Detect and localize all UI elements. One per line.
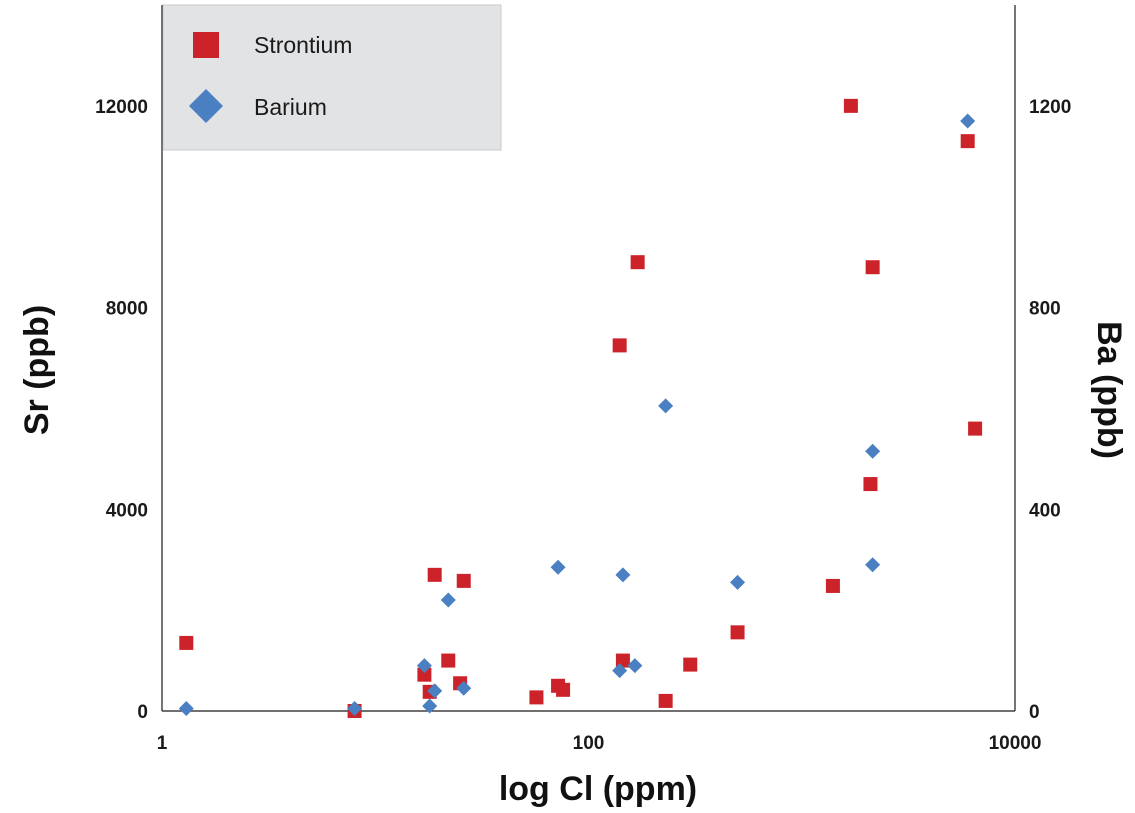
strontium-point xyxy=(179,635,194,650)
barium-point xyxy=(422,698,438,714)
strontium-point xyxy=(683,657,698,672)
barium-point xyxy=(658,398,674,414)
y2-tick-label: 800 xyxy=(1029,299,1061,320)
barium-point xyxy=(865,443,881,459)
barium-point xyxy=(456,680,472,696)
strontium-point xyxy=(417,667,432,682)
strontium-point xyxy=(843,98,858,113)
strontium-point xyxy=(529,690,544,705)
x-tick-label: 100 xyxy=(573,733,605,754)
strontium-point xyxy=(630,255,645,270)
data-points xyxy=(178,98,983,718)
strontium-point xyxy=(556,682,571,697)
barium-point xyxy=(347,700,363,716)
legend-strontium-label: Strontium xyxy=(254,32,352,58)
plot-area xyxy=(161,5,1016,712)
barium-point xyxy=(178,700,194,716)
legend-box xyxy=(162,4,502,151)
strontium-point xyxy=(968,421,983,436)
legend: Strontium Barium xyxy=(162,4,502,151)
y2-axis-title: Ba (ppb) xyxy=(1090,321,1128,459)
barium-point xyxy=(615,567,631,583)
barium-point xyxy=(627,658,643,674)
barium-point xyxy=(612,663,628,679)
strontium-point xyxy=(865,260,880,275)
strontium-point xyxy=(456,573,471,588)
strontium-point xyxy=(441,653,456,668)
legend-barium-marker xyxy=(189,89,223,123)
tick-labels: 0 4000 8000 12000 0 400 800 1200 1 100 10000 xyxy=(95,97,1071,754)
x-tick-label: 10000 xyxy=(989,733,1042,754)
y-axis-title: Sr (ppb) xyxy=(18,305,56,435)
y-tick-label: 8000 xyxy=(106,299,148,320)
barium-point xyxy=(730,574,746,590)
y-tick-label: 0 xyxy=(137,702,148,723)
y2-tick-label: 0 xyxy=(1029,702,1040,723)
barium-point xyxy=(865,557,881,573)
legend-strontium-marker xyxy=(193,32,219,58)
y-tick-label: 12000 xyxy=(95,97,148,118)
strontium-point xyxy=(825,578,840,593)
y2-tick-label: 1200 xyxy=(1029,97,1071,118)
strontium-point xyxy=(863,477,878,492)
y2-tick-label: 400 xyxy=(1029,500,1061,521)
strontium-point xyxy=(658,693,673,708)
strontium-point xyxy=(612,338,627,353)
legend-barium-label: Barium xyxy=(254,94,327,120)
barium-point xyxy=(960,113,976,129)
strontium-point xyxy=(960,134,975,149)
strontium-point xyxy=(730,625,745,640)
barium-point xyxy=(416,658,432,674)
strontium-point xyxy=(427,567,442,582)
x-axis-title: log Cl (ppm) xyxy=(499,770,697,808)
x-tick-label: 1 xyxy=(157,733,168,754)
barium-point xyxy=(427,683,443,699)
barium-point xyxy=(550,559,566,575)
barium-point xyxy=(440,592,456,608)
y-tick-label: 4000 xyxy=(106,500,148,521)
